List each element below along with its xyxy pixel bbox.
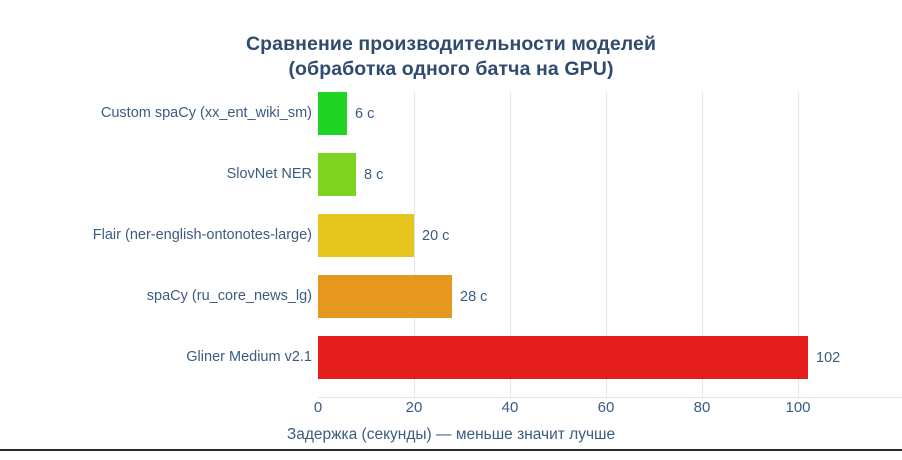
gridline-60 bbox=[606, 92, 607, 397]
x-axis-title: Задержка (секунды) — меньше значит лучше bbox=[286, 426, 616, 443]
x-tick-0: 0 bbox=[313, 399, 323, 416]
gridline-20 bbox=[414, 92, 415, 397]
y-axis-label-0: Custom spaCy (xx_ent_wiki_sm) bbox=[100, 105, 312, 121]
y-axis-label-2: Flair (ner-english-ontonotes-large) bbox=[92, 227, 312, 243]
x-axis-line bbox=[318, 397, 902, 398]
bar-value-label: 8 с bbox=[364, 166, 384, 183]
bar-value-label: 102 bbox=[816, 349, 841, 366]
x-tick-100: 100 bbox=[785, 399, 811, 416]
bar-row: 102 bbox=[318, 336, 902, 379]
x-axis-tick-labels: 0 20 40 60 80 100 bbox=[314, 399, 902, 421]
bar-value-label: 6 с bbox=[355, 105, 375, 122]
y-axis-label-1: SlovNet NER bbox=[226, 166, 312, 182]
bar-value-label: 20 с bbox=[422, 227, 450, 244]
y-axis-category-labels: Custom spaCy (xx_ent_wiki_sm) SlovNet NE… bbox=[0, 92, 318, 397]
x-tick-20: 20 bbox=[405, 399, 423, 416]
bar-spacy-ru[interactable] bbox=[318, 275, 452, 318]
bar-gliner-medium[interactable] bbox=[318, 336, 808, 379]
bar-flair[interactable] bbox=[318, 214, 414, 257]
bar-row: 6 с bbox=[318, 92, 902, 135]
bar-row: 20 с bbox=[318, 214, 902, 257]
bar-slovnet-ner[interactable] bbox=[318, 153, 356, 196]
gridline-100 bbox=[798, 92, 799, 397]
bar-row: 8 с bbox=[318, 153, 902, 196]
x-tick-40: 40 bbox=[501, 399, 519, 416]
gridline-80 bbox=[702, 92, 703, 397]
chart-title-line-1: Сравнение производительности моделей bbox=[245, 33, 657, 55]
gridline-40 bbox=[510, 92, 511, 397]
x-tick-60: 60 bbox=[597, 399, 615, 416]
y-axis-label-4: Gliner Medium v2.1 bbox=[186, 349, 312, 365]
x-tick-80: 80 bbox=[693, 399, 711, 416]
bar-custom-spacy[interactable] bbox=[318, 92, 347, 135]
bar-row: 28 с bbox=[318, 275, 902, 318]
chart-title-line-2: (обработка одного батча на GPU) bbox=[288, 58, 614, 80]
bar-value-label: 28 с bbox=[460, 288, 488, 305]
plot-area: 6 с 8 с 20 с 28 с 102 bbox=[318, 92, 902, 398]
chart-title: Сравнение производительности моделей (об… bbox=[0, 32, 902, 82]
y-axis-label-3: spaCy (ru_core_news_lg) bbox=[146, 288, 312, 304]
bottom-divider bbox=[0, 449, 902, 451]
